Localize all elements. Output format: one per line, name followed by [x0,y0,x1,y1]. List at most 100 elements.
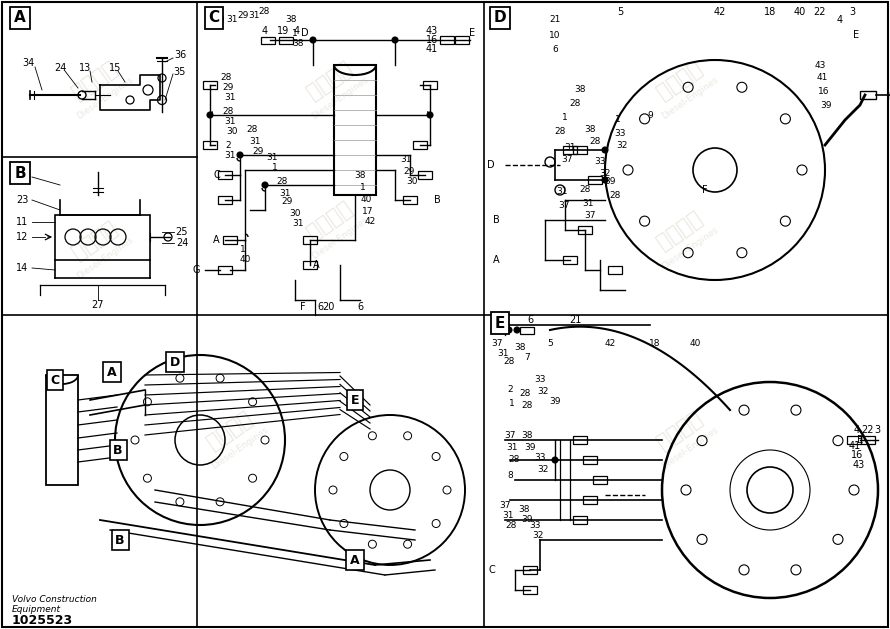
Text: 37: 37 [491,338,503,347]
Text: A: A [214,235,220,245]
Text: 28: 28 [276,177,287,187]
Text: 23: 23 [16,195,28,205]
Text: 35: 35 [174,67,186,77]
Text: 40: 40 [360,196,372,204]
Text: 38: 38 [292,40,303,48]
Text: 37: 37 [558,201,570,209]
Text: 28: 28 [610,191,620,199]
Text: 21: 21 [549,16,561,25]
Text: Diesel-Engines: Diesel-Engines [210,425,270,471]
Bar [440,36,454,44]
Text: B: B [113,443,123,457]
Text: 聚发动力: 聚发动力 [204,408,256,452]
Text: 39: 39 [821,101,832,109]
Bar [403,196,417,204]
Bar [218,171,232,179]
Bar [523,566,537,574]
Text: 27: 27 [92,300,104,310]
Text: 12: 12 [16,232,28,242]
Text: 6: 6 [527,315,533,325]
Text: 15: 15 [109,63,121,73]
Text: Diesel-Engines: Diesel-Engines [75,75,135,121]
Text: 36: 36 [174,50,186,60]
Bar [203,141,217,149]
Text: Diesel-Engines: Diesel-Engines [310,75,370,121]
Text: 30: 30 [406,177,417,187]
Text: 30: 30 [289,209,301,218]
Text: D: D [494,11,506,26]
Text: 39: 39 [549,398,561,406]
Text: 13: 13 [79,63,91,73]
Text: 38: 38 [574,86,586,94]
Text: 9: 9 [647,111,653,120]
Text: 4: 4 [262,26,268,36]
Bar [860,91,876,99]
Text: 32: 32 [532,530,544,540]
Text: E: E [853,30,859,40]
Text: 31: 31 [249,138,261,147]
Text: 28: 28 [508,455,520,464]
Text: C: C [51,374,60,386]
Text: 25: 25 [175,227,189,237]
Text: 5: 5 [547,338,553,347]
Text: 聚发动力: 聚发动力 [303,57,356,103]
Bar [418,171,432,179]
Text: 22: 22 [861,425,873,435]
Text: Diesel-Engines: Diesel-Engines [660,225,720,271]
Text: 31: 31 [292,220,303,228]
Text: 31: 31 [400,155,412,165]
Text: 31: 31 [224,118,236,126]
Text: 32: 32 [599,169,611,177]
Bar [218,266,232,274]
Text: 38: 38 [518,506,530,515]
Text: 24: 24 [53,63,66,73]
Text: D: D [170,355,180,369]
Text: 28: 28 [221,74,231,82]
Text: 18: 18 [649,338,660,347]
Bar [303,261,317,269]
Text: 17: 17 [362,208,374,216]
Text: 10: 10 [549,30,561,40]
Text: 聚发动力: 聚发动力 [303,198,356,243]
Text: 14: 14 [16,263,28,273]
Bar [573,146,587,154]
Text: 31: 31 [498,348,509,357]
Bar [520,327,534,334]
Text: 聚发动力: 聚发动力 [69,57,121,103]
Text: 29: 29 [252,147,263,157]
Text: 4: 4 [294,26,300,36]
Circle shape [514,327,520,333]
Text: 43: 43 [426,26,438,36]
Text: B: B [14,165,26,181]
Text: 38: 38 [514,343,526,352]
Bar [46,375,78,485]
Text: 19: 19 [277,26,289,36]
Text: 31: 31 [224,92,236,101]
Text: 1025523: 1025523 [12,614,73,627]
Text: 41: 41 [426,44,438,54]
Text: 33: 33 [534,454,546,462]
Text: 26: 26 [16,172,28,182]
Bar [55,215,150,260]
Text: 40: 40 [794,7,806,17]
Bar [334,65,376,195]
Bar [573,516,587,524]
Text: 28: 28 [504,357,514,367]
Text: C: C [489,565,495,575]
Text: E: E [469,28,475,38]
Bar [523,586,537,594]
Text: 31: 31 [564,143,576,152]
Text: 29: 29 [222,84,234,92]
Text: 28: 28 [522,401,533,411]
Bar [563,256,577,264]
Text: 6: 6 [552,45,558,55]
Text: 5: 5 [617,7,623,17]
Text: 32: 32 [538,465,549,474]
Text: D: D [301,28,309,38]
Text: 31: 31 [582,199,594,208]
Circle shape [237,152,243,158]
Text: Volvo Construction
Equipment: Volvo Construction Equipment [12,595,97,615]
Text: 28: 28 [506,521,517,530]
Text: 30: 30 [214,16,225,25]
Text: 29: 29 [238,11,248,21]
